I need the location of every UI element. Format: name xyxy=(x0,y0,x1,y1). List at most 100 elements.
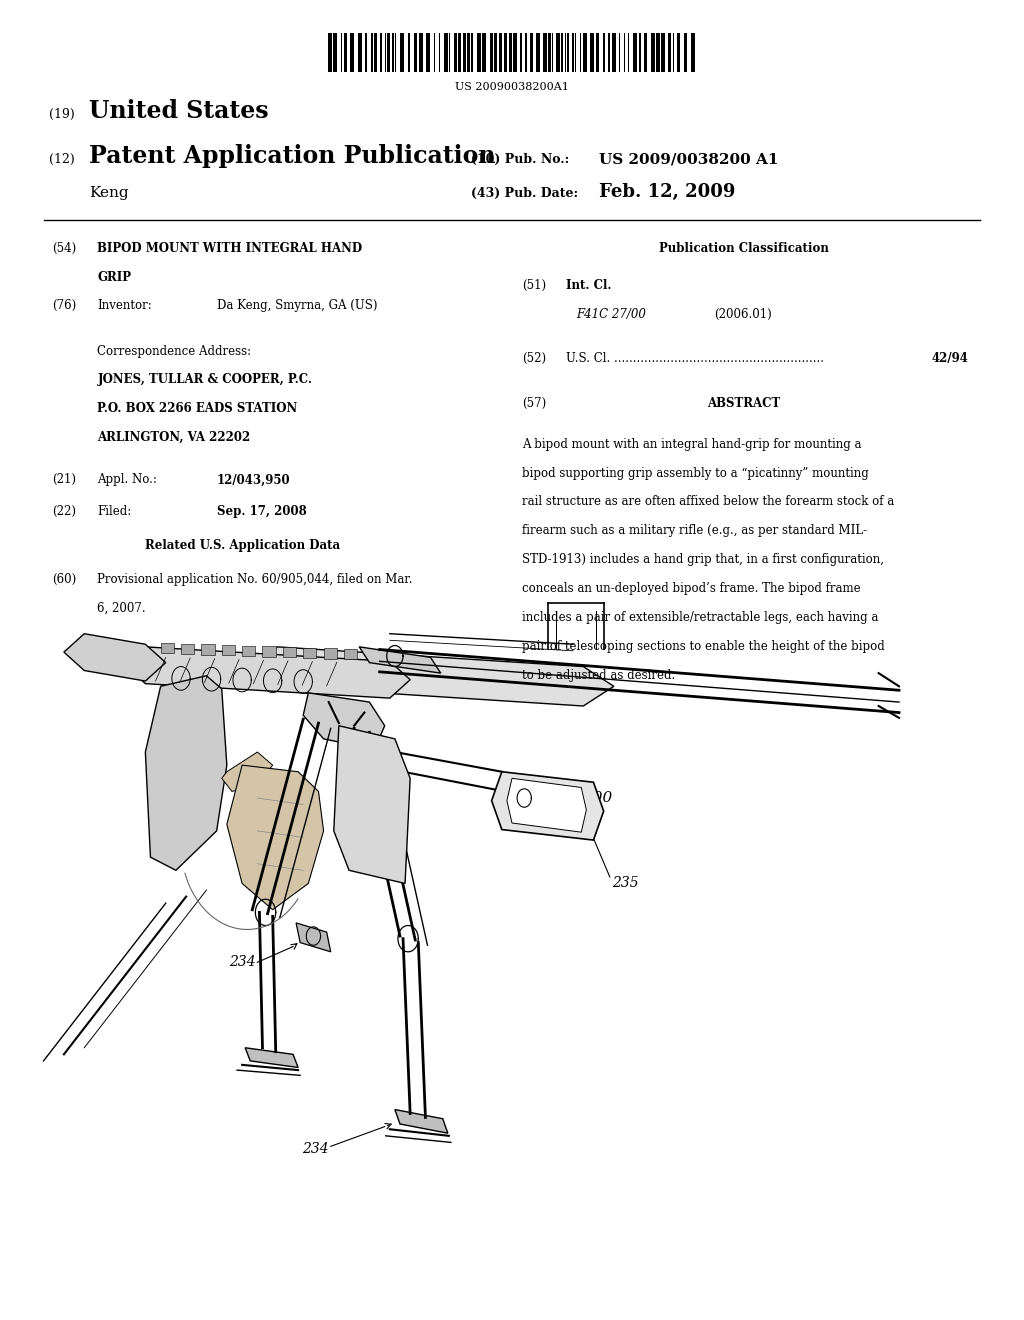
Bar xyxy=(543,33,547,73)
Bar xyxy=(463,33,466,73)
Bar xyxy=(449,33,451,73)
Text: (60): (60) xyxy=(51,573,76,586)
Bar xyxy=(380,33,382,73)
Bar xyxy=(375,33,377,73)
Bar xyxy=(575,33,577,73)
Bar xyxy=(624,33,625,73)
Text: includes a pair of extensible/retractable legs, each having a: includes a pair of extensible/retractabl… xyxy=(522,611,879,624)
Text: (10) Pub. No.:: (10) Pub. No.: xyxy=(471,153,569,166)
Text: (76): (76) xyxy=(51,298,76,312)
Bar xyxy=(603,33,604,73)
Bar xyxy=(482,33,486,73)
Bar xyxy=(690,33,694,73)
Text: Sep. 17, 2008: Sep. 17, 2008 xyxy=(217,504,306,517)
Text: 6, 2007.: 6, 2007. xyxy=(97,602,146,615)
Bar xyxy=(471,33,473,73)
Text: 234: 234 xyxy=(228,956,255,969)
Bar xyxy=(644,33,647,73)
Bar xyxy=(334,33,337,73)
Bar xyxy=(567,33,568,73)
Text: (2006.01): (2006.01) xyxy=(714,308,771,321)
Bar xyxy=(548,33,551,73)
Text: P.O. BOX 2266 EADS STATION: P.O. BOX 2266 EADS STATION xyxy=(97,403,298,416)
Text: US 20090038200A1: US 20090038200A1 xyxy=(455,82,569,91)
Text: GRIP: GRIP xyxy=(97,271,131,284)
Text: firearm such as a military rifle (e.g., as per standard MIL-: firearm such as a military rifle (e.g., … xyxy=(522,524,867,537)
Bar xyxy=(420,33,423,73)
Bar xyxy=(328,33,332,73)
Bar xyxy=(572,33,573,73)
Polygon shape xyxy=(296,923,331,952)
Bar xyxy=(324,648,337,659)
Bar xyxy=(656,33,659,73)
Text: A bipod mount with an integral hand-grip for mounting a: A bipod mount with an integral hand-grip… xyxy=(522,438,861,450)
Text: ABSTRACT: ABSTRACT xyxy=(708,397,781,411)
Bar xyxy=(303,648,316,659)
Text: U.S. Cl. ........................................................: U.S. Cl. ...............................… xyxy=(566,352,824,366)
Bar xyxy=(490,33,493,73)
Bar xyxy=(467,33,470,73)
Bar xyxy=(283,647,296,657)
Bar xyxy=(395,33,396,73)
Bar xyxy=(408,33,411,73)
Polygon shape xyxy=(334,726,411,883)
Bar xyxy=(202,644,215,655)
Text: bipod supporting grip assembly to a “picatinny” mounting: bipod supporting grip assembly to a “pic… xyxy=(522,466,869,479)
Text: BIPOD MOUNT WITH INTEGRAL HAND: BIPOD MOUNT WITH INTEGRAL HAND xyxy=(97,242,362,255)
Bar xyxy=(668,33,672,73)
Text: Feb. 12, 2009: Feb. 12, 2009 xyxy=(599,183,735,202)
Text: Provisional application No. 60/905,044, filed on Mar.: Provisional application No. 60/905,044, … xyxy=(97,573,413,586)
Text: Int. Cl.: Int. Cl. xyxy=(566,279,611,292)
Text: 42/94: 42/94 xyxy=(932,352,969,366)
Text: (12): (12) xyxy=(48,153,75,166)
Text: Related U.S. Application Data: Related U.S. Application Data xyxy=(144,539,340,552)
Polygon shape xyxy=(492,772,604,840)
Bar xyxy=(341,33,342,73)
Bar xyxy=(633,33,637,73)
Polygon shape xyxy=(359,647,440,673)
Text: conceals an un-deployed bipod’s frame. The bipod frame: conceals an un-deployed bipod’s frame. T… xyxy=(522,582,861,595)
Text: Da Keng, Smyrna, GA (US): Da Keng, Smyrna, GA (US) xyxy=(217,298,377,312)
Bar xyxy=(344,33,347,73)
Text: Patent Application Publication: Patent Application Publication xyxy=(89,144,496,168)
Bar xyxy=(673,33,674,73)
Text: to be adjusted as desired.: to be adjusted as desired. xyxy=(522,669,676,682)
Bar xyxy=(556,33,559,73)
Text: pair of telescoping sections to enable the height of the bipod: pair of telescoping sections to enable t… xyxy=(522,640,885,653)
Bar xyxy=(357,33,361,73)
Bar xyxy=(392,33,394,73)
Bar xyxy=(504,33,507,73)
Bar xyxy=(477,33,481,73)
Bar xyxy=(513,33,517,73)
Bar xyxy=(612,33,616,73)
Bar xyxy=(552,33,553,73)
Bar xyxy=(608,33,609,73)
Bar xyxy=(591,33,594,73)
Text: 200: 200 xyxy=(584,791,612,805)
Bar xyxy=(222,645,234,656)
Text: US 2009/0038200 A1: US 2009/0038200 A1 xyxy=(599,152,778,166)
Bar xyxy=(596,33,599,73)
Polygon shape xyxy=(395,1110,447,1133)
Bar xyxy=(433,33,435,73)
Text: 12/043,950: 12/043,950 xyxy=(217,474,290,486)
Text: 235: 235 xyxy=(611,876,638,891)
Bar xyxy=(350,33,354,73)
Bar xyxy=(564,33,566,73)
Text: (57): (57) xyxy=(522,397,547,411)
Bar xyxy=(438,33,440,73)
Text: Appl. No.:: Appl. No.: xyxy=(97,474,158,486)
Text: (54): (54) xyxy=(51,242,76,255)
Bar xyxy=(628,33,629,73)
Bar xyxy=(371,33,373,73)
Bar xyxy=(161,643,174,653)
Bar xyxy=(415,33,417,73)
Text: Inventor:: Inventor: xyxy=(97,298,153,312)
Bar xyxy=(242,645,255,656)
Bar xyxy=(618,33,620,73)
Text: rail structure as are often affixed below the forearm stock of a: rail structure as are often affixed belo… xyxy=(522,495,894,508)
Bar xyxy=(509,33,512,73)
Bar xyxy=(684,33,687,73)
Bar xyxy=(520,33,522,73)
Text: F41C 27/00: F41C 27/00 xyxy=(577,308,646,321)
